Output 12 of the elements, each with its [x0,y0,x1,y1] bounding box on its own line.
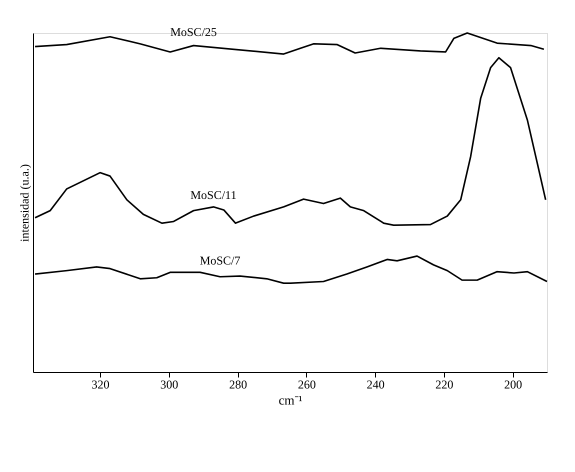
series-label: MoSC/25 [170,24,217,39]
x-tick-label: 280 [229,378,248,392]
series-label: MoSC/11 [190,188,237,202]
x-tick-label: 260 [298,378,316,392]
y-axis-title: intensidad (u.a.) [18,164,32,242]
series-label: MoSC/7 [200,253,240,268]
x-tick-label: 200 [504,378,522,392]
x-tick-label: 320 [92,378,110,392]
x-tick-label: 240 [366,378,385,392]
x-tick-label: 300 [160,378,178,392]
x-tick-label: 220 [435,378,454,392]
x-axis-title: cm⁻¹ [278,392,302,408]
